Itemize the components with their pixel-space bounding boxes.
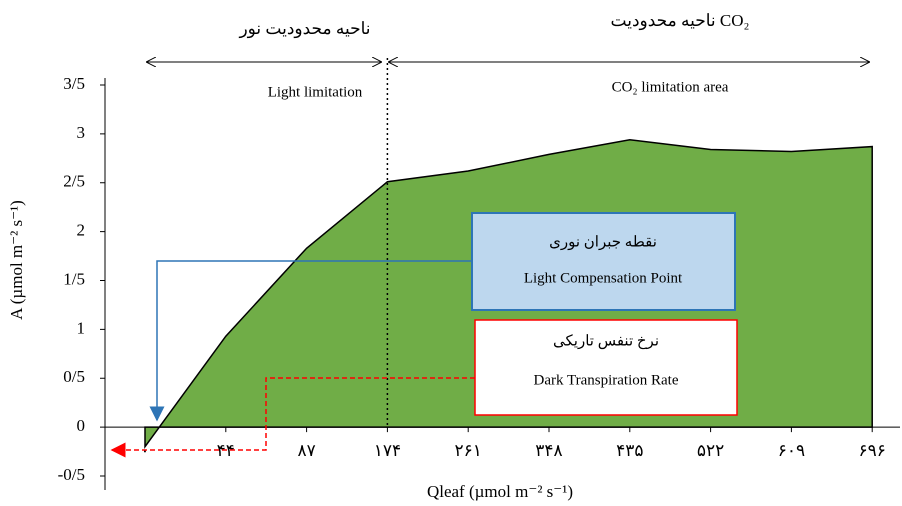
- x-tick-label: ۶۰۹: [778, 441, 805, 460]
- y-tick-label: 1/5: [63, 269, 85, 288]
- region-label: Light limitation: [268, 84, 363, 100]
- x-tick-label: ۸۷: [297, 441, 315, 460]
- pointer: [149, 260, 472, 422]
- region-label: ناحیه محدودیت CO₂: [611, 11, 750, 31]
- y-tick-label: 3/5: [63, 74, 85, 93]
- x-axis-title: Qleaf (µmol m⁻² s⁻¹): [427, 482, 573, 501]
- callout-box: [474, 319, 738, 416]
- x-tick-label: ۲۶۱: [454, 441, 481, 460]
- callout-text: نرخ تنفس تاریکی: [553, 333, 659, 349]
- y-axis-title: A (µmol m⁻² s⁻¹): [7, 200, 26, 320]
- callout-text: Light Compensation Point: [524, 270, 683, 286]
- y-tick-label: -0/5: [58, 465, 85, 484]
- callout-box: [471, 212, 736, 311]
- x-tick-label: ۵۲۲: [697, 441, 724, 460]
- callout-text: نقطه جبران نوری: [549, 234, 657, 250]
- x-tick-label: ۳۴۸: [535, 441, 562, 460]
- x-tick-label: ۱۷۴: [374, 441, 401, 460]
- y-tick-label: 0/5: [63, 367, 85, 386]
- pointer: [110, 377, 475, 458]
- x-tick-label: ۴۳۵: [616, 441, 643, 460]
- y-tick-label: 2/5: [63, 172, 85, 191]
- y-tick-label: 0: [77, 416, 86, 435]
- x-tick-label: ۶۹۶: [858, 441, 885, 460]
- region-label: ناحیه محدودیت نور: [238, 19, 370, 39]
- y-tick-label: 3: [77, 123, 86, 142]
- y-tick-label: 2: [77, 221, 86, 240]
- y-tick-label: 1: [77, 318, 86, 337]
- callout-text: Dark Transpiration Rate: [534, 372, 679, 388]
- region-label: CO₂ limitation area: [612, 79, 729, 95]
